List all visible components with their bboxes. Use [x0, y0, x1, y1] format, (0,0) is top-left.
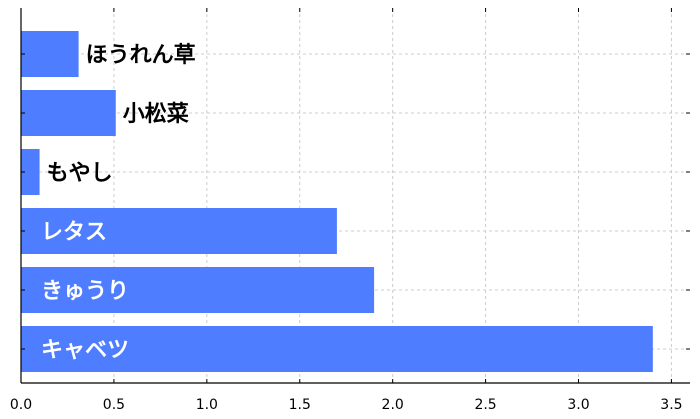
- x-tick-labels-group: 0.0 0.5 1.0 1.5 2.0 2.5 3.0 3.5: [10, 397, 683, 413]
- bar-label: もやし: [47, 161, 113, 186]
- bar-label: レタス: [41, 220, 107, 245]
- bars-group: [21, 31, 653, 372]
- x-tick-label: 0.0: [10, 397, 32, 413]
- x-tick-label: 0.5: [103, 397, 125, 413]
- bar-label: 小松菜: [123, 102, 189, 127]
- x-tick-label: 1.5: [289, 397, 311, 413]
- bar: [21, 208, 337, 254]
- bar-label: きゅうり: [41, 279, 129, 304]
- x-tick-label: 2.5: [474, 397, 496, 413]
- bar: [21, 326, 653, 372]
- bar: [21, 31, 79, 77]
- grid-lines: [21, 8, 690, 383]
- bar-label: ほうれん草: [86, 42, 196, 68]
- axes-group: [20, 8, 690, 384]
- bar: [21, 90, 116, 136]
- bar-label: キャベツ: [41, 338, 129, 363]
- bar: [21, 267, 375, 313]
- x-tick-label: 1.0: [196, 397, 218, 413]
- x-tick-label: 3.0: [567, 397, 589, 413]
- bar: [21, 149, 40, 195]
- x-tick-label: 2.0: [382, 397, 404, 413]
- x-tick-label: 3.5: [660, 397, 682, 413]
